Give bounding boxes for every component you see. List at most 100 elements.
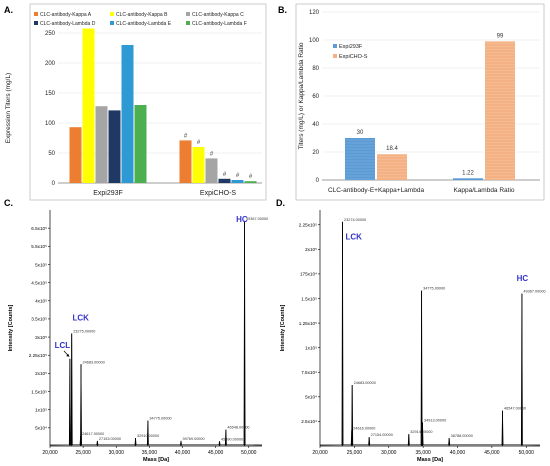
y-tick-label: 200 bbox=[45, 61, 56, 67]
peak-label: 24683.00000 bbox=[354, 381, 376, 385]
panel-letter-c: C. bbox=[4, 198, 13, 208]
peak-label: 24616.00000 bbox=[353, 426, 375, 430]
panel-b-frame bbox=[295, 3, 545, 201]
panel-b-bar-chart: B. 0 20 40 60 80 100 120 Titers (mg/L) or Kappa/… bbox=[278, 3, 545, 201]
panel-d-mass-spectrum: D. 20,000 25,000 30,000 35,000 40,000 45,000 50… bbox=[276, 198, 546, 463]
peak-label: 38788.00000 bbox=[451, 434, 473, 438]
x-tick-label: 20,000 bbox=[312, 450, 328, 456]
y-tick-label: 2.5x10⁴ bbox=[301, 419, 317, 424]
bar bbox=[134, 105, 147, 183]
bar bbox=[205, 158, 218, 183]
y-axis-title: Titers (mg/L) or Kappa/Lambda Ratio bbox=[298, 42, 305, 149]
legend-swatch bbox=[110, 12, 114, 16]
panel-letter-d: D. bbox=[276, 198, 285, 208]
y-tick-label: 4.5x10⁵ bbox=[31, 280, 47, 285]
x-tick-label: 50,000 bbox=[519, 450, 535, 456]
bar bbox=[69, 127, 82, 183]
peak-label: 34775.00000 bbox=[423, 287, 445, 291]
x-category-label: Kappa/Lambda Ratio bbox=[453, 187, 514, 194]
x-category-label: ExpiCHO-S bbox=[200, 190, 237, 197]
y-axis-title: Intensity [Counts] bbox=[280, 304, 286, 351]
x-tick-label: 40,000 bbox=[450, 450, 466, 456]
peak-label: 24617.00000 bbox=[82, 432, 104, 436]
y-tick-label: 2x10⁵ bbox=[305, 247, 317, 252]
data-label: 99 bbox=[497, 33, 504, 39]
significance-mark: # bbox=[223, 172, 227, 178]
bar bbox=[192, 147, 205, 183]
bar bbox=[121, 45, 134, 183]
lcl-arrow-head bbox=[66, 353, 70, 357]
y-tick-label: 1x10⁵ bbox=[305, 345, 317, 350]
bar bbox=[231, 180, 244, 183]
y-tick-label: 5x10⁴ bbox=[305, 395, 317, 400]
y-tick-label: 1.5x10⁵ bbox=[301, 296, 317, 301]
legend-label: CLC-antibody-Lambda D bbox=[40, 21, 96, 27]
peak-label: 45590.00000 bbox=[221, 437, 243, 441]
bar bbox=[82, 28, 95, 183]
legend-label: CLC-antibody-Lambda E bbox=[116, 21, 172, 27]
y-tick-label: 4x10⁵ bbox=[35, 299, 47, 304]
y-tick-label: 250 bbox=[45, 31, 56, 37]
legend-label: Expi293F bbox=[339, 44, 363, 50]
significance-mark: # bbox=[184, 133, 188, 139]
data-label: 18.4 bbox=[386, 146, 398, 152]
peak-annotation: HC bbox=[517, 274, 529, 283]
y-tick-label: 0 bbox=[52, 181, 56, 187]
legend-swatch bbox=[333, 44, 337, 48]
bar bbox=[345, 138, 375, 180]
spectrum-trace bbox=[319, 221, 541, 446]
x-tick-label: 30,000 bbox=[109, 450, 125, 456]
y-tick-label: 100 bbox=[45, 121, 56, 127]
y-tick-label: 60 bbox=[312, 94, 319, 100]
y-tick-label: 150 bbox=[45, 91, 56, 97]
y-tick-label: 2.25x10⁵ bbox=[299, 223, 317, 228]
data-label: 30 bbox=[357, 130, 364, 136]
significance-mark: # bbox=[197, 140, 201, 146]
data-label: 1.22 bbox=[462, 170, 474, 176]
y-tick-label: 5.5x10⁵ bbox=[31, 244, 47, 249]
x-category-label: CLC-antibody-E+Kappa+Lambda bbox=[328, 187, 425, 194]
peak-label: 27153.00000 bbox=[99, 437, 121, 441]
y-tick-label: 100 bbox=[309, 38, 320, 44]
y-tick-label: 5x10⁵ bbox=[35, 262, 47, 267]
peak-label: 46548.00000 bbox=[227, 426, 249, 430]
peak-annotation: LCL bbox=[55, 341, 71, 350]
y-tick-label: 5x10⁴ bbox=[35, 426, 47, 431]
y-tick-label: 50 bbox=[48, 151, 55, 157]
panel-c-mass-spectrum: C. 20,000 25,000 30,000 35,000 40,000 45,000 50… bbox=[4, 198, 268, 463]
y-axis-title: Intensity [Counts] bbox=[8, 304, 14, 351]
y-tick-label: 0 bbox=[316, 178, 320, 184]
x-tick-label: 35,000 bbox=[415, 450, 431, 456]
peak-label: 46547.00000 bbox=[504, 407, 526, 411]
panel-a-frame bbox=[29, 3, 267, 201]
y-tick-label: 6.5x10⁵ bbox=[31, 226, 47, 231]
legend-swatch bbox=[34, 21, 38, 25]
y-axis-title: Expression Titers (mg/L) bbox=[5, 73, 12, 143]
panel-letter-a: A. bbox=[4, 5, 13, 15]
x-axis-title: Mass [Da] bbox=[417, 457, 443, 463]
peak-label: 49367.00000 bbox=[523, 290, 545, 294]
peak-label: 39769.00000 bbox=[182, 437, 204, 441]
legend-label: CLC-antibody-Kappa A bbox=[40, 12, 92, 18]
peak-label: 49367.00000 bbox=[246, 217, 268, 221]
significance-mark: # bbox=[249, 174, 253, 180]
x-tick-label: 30,000 bbox=[381, 450, 397, 456]
x-tick-label: 25,000 bbox=[347, 450, 363, 456]
panel-a-bar-chart: A. 0 50 100 150 200 250 Expression Titers (mg/L… bbox=[4, 3, 267, 201]
significance-mark: # bbox=[210, 151, 214, 157]
legend-swatch bbox=[34, 12, 38, 16]
peak-label: 23275.00000 bbox=[73, 329, 95, 333]
y-tick-label: 1.25x10⁵ bbox=[299, 321, 317, 326]
peak-annotation: HC bbox=[236, 215, 248, 224]
legend-label: CLC-antibody-Lambda F bbox=[192, 21, 247, 27]
y-tick-label: 1.5x10⁵ bbox=[31, 389, 47, 394]
y-tick-label: 175x10⁴ bbox=[300, 272, 317, 277]
legend-swatch bbox=[110, 21, 114, 25]
legend-swatch bbox=[333, 54, 337, 58]
bar bbox=[453, 178, 483, 180]
y-tick-label: 3x10⁵ bbox=[35, 335, 47, 340]
bar bbox=[218, 178, 231, 183]
x-tick-label: 25,000 bbox=[75, 450, 91, 456]
